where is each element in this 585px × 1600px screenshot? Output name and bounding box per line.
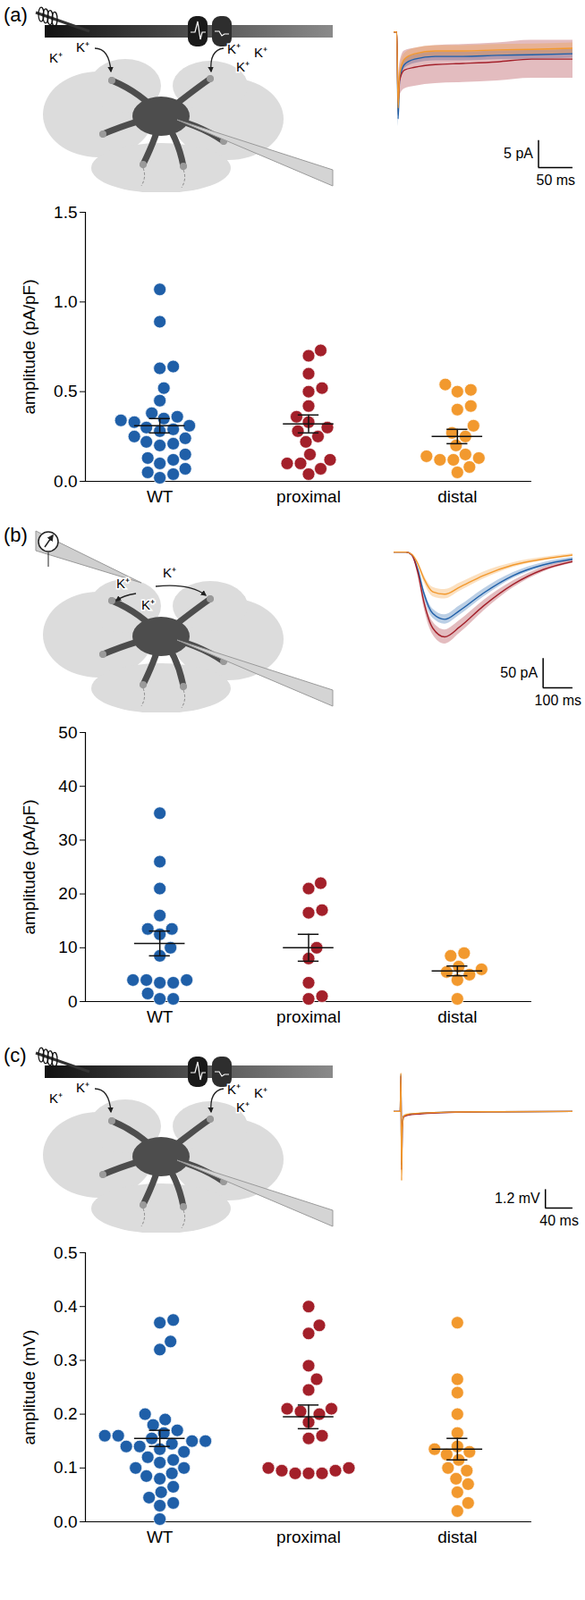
svg-text:50 ms: 50 ms bbox=[535, 172, 576, 188]
svg-text:K⁺: K⁺ bbox=[254, 44, 268, 60]
svg-text:0.2: 0.2 bbox=[53, 1405, 77, 1425]
svg-text:20: 20 bbox=[58, 884, 77, 904]
svg-text:amplitude (pA/pF): amplitude (pA/pF) bbox=[19, 279, 39, 415]
svg-text:WT: WT bbox=[146, 1008, 174, 1027]
svg-text:WT: WT bbox=[146, 1528, 174, 1548]
svg-text:0.1: 0.1 bbox=[53, 1458, 77, 1478]
svg-text:K⁺: K⁺ bbox=[116, 576, 130, 592]
svg-text:K⁺: K⁺ bbox=[49, 50, 63, 66]
svg-text:K⁺: K⁺ bbox=[49, 1091, 63, 1107]
svg-text:(a): (a) bbox=[3, 3, 28, 26]
svg-text:proximal: proximal bbox=[276, 1528, 341, 1548]
svg-text:K⁺: K⁺ bbox=[254, 1085, 268, 1102]
svg-text:0.3: 0.3 bbox=[53, 1351, 77, 1371]
svg-text:proximal: proximal bbox=[276, 487, 341, 507]
svg-text:WT: WT bbox=[146, 487, 174, 507]
svg-text:K⁺: K⁺ bbox=[227, 1082, 241, 1098]
svg-text:(c): (c) bbox=[3, 1044, 27, 1068]
svg-text:100 ms: 100 ms bbox=[534, 693, 582, 709]
svg-text:50 pA: 50 pA bbox=[500, 665, 538, 681]
svg-text:proximal: proximal bbox=[276, 1008, 341, 1027]
svg-text:amplitude (pA/pF): amplitude (pA/pF) bbox=[19, 799, 39, 935]
svg-text:40: 40 bbox=[58, 777, 77, 797]
svg-text:K⁺: K⁺ bbox=[227, 41, 241, 57]
svg-text:5 pA: 5 pA bbox=[503, 145, 534, 162]
svg-text:amplitude (mV): amplitude (mV) bbox=[19, 1331, 39, 1447]
svg-text:K⁺: K⁺ bbox=[141, 597, 155, 613]
svg-text:1.0: 1.0 bbox=[53, 292, 77, 312]
svg-text:30: 30 bbox=[58, 830, 77, 850]
svg-text:K⁺: K⁺ bbox=[236, 59, 250, 75]
svg-text:40 ms: 40 ms bbox=[539, 1213, 579, 1230]
svg-text:0.5: 0.5 bbox=[53, 1244, 77, 1264]
svg-text:distal: distal bbox=[437, 1528, 477, 1548]
svg-text:0.5: 0.5 bbox=[53, 381, 77, 401]
svg-text:0: 0 bbox=[67, 992, 78, 1012]
svg-text:(b): (b) bbox=[3, 524, 28, 547]
svg-text:50: 50 bbox=[58, 723, 77, 743]
svg-text:0.0: 0.0 bbox=[53, 472, 77, 492]
svg-text:K⁺: K⁺ bbox=[162, 565, 177, 581]
svg-text:10: 10 bbox=[58, 938, 77, 958]
svg-text:1.2 mV: 1.2 mV bbox=[494, 1191, 541, 1207]
svg-text:0.0: 0.0 bbox=[53, 1513, 77, 1533]
svg-text:1.5: 1.5 bbox=[53, 203, 77, 222]
svg-text:K⁺: K⁺ bbox=[236, 1100, 250, 1116]
svg-text:0.4: 0.4 bbox=[53, 1297, 78, 1317]
svg-text:distal: distal bbox=[437, 487, 477, 507]
svg-text:distal: distal bbox=[437, 1008, 477, 1027]
svg-text:K⁺: K⁺ bbox=[76, 1080, 90, 1096]
svg-text:K⁺: K⁺ bbox=[76, 39, 90, 55]
